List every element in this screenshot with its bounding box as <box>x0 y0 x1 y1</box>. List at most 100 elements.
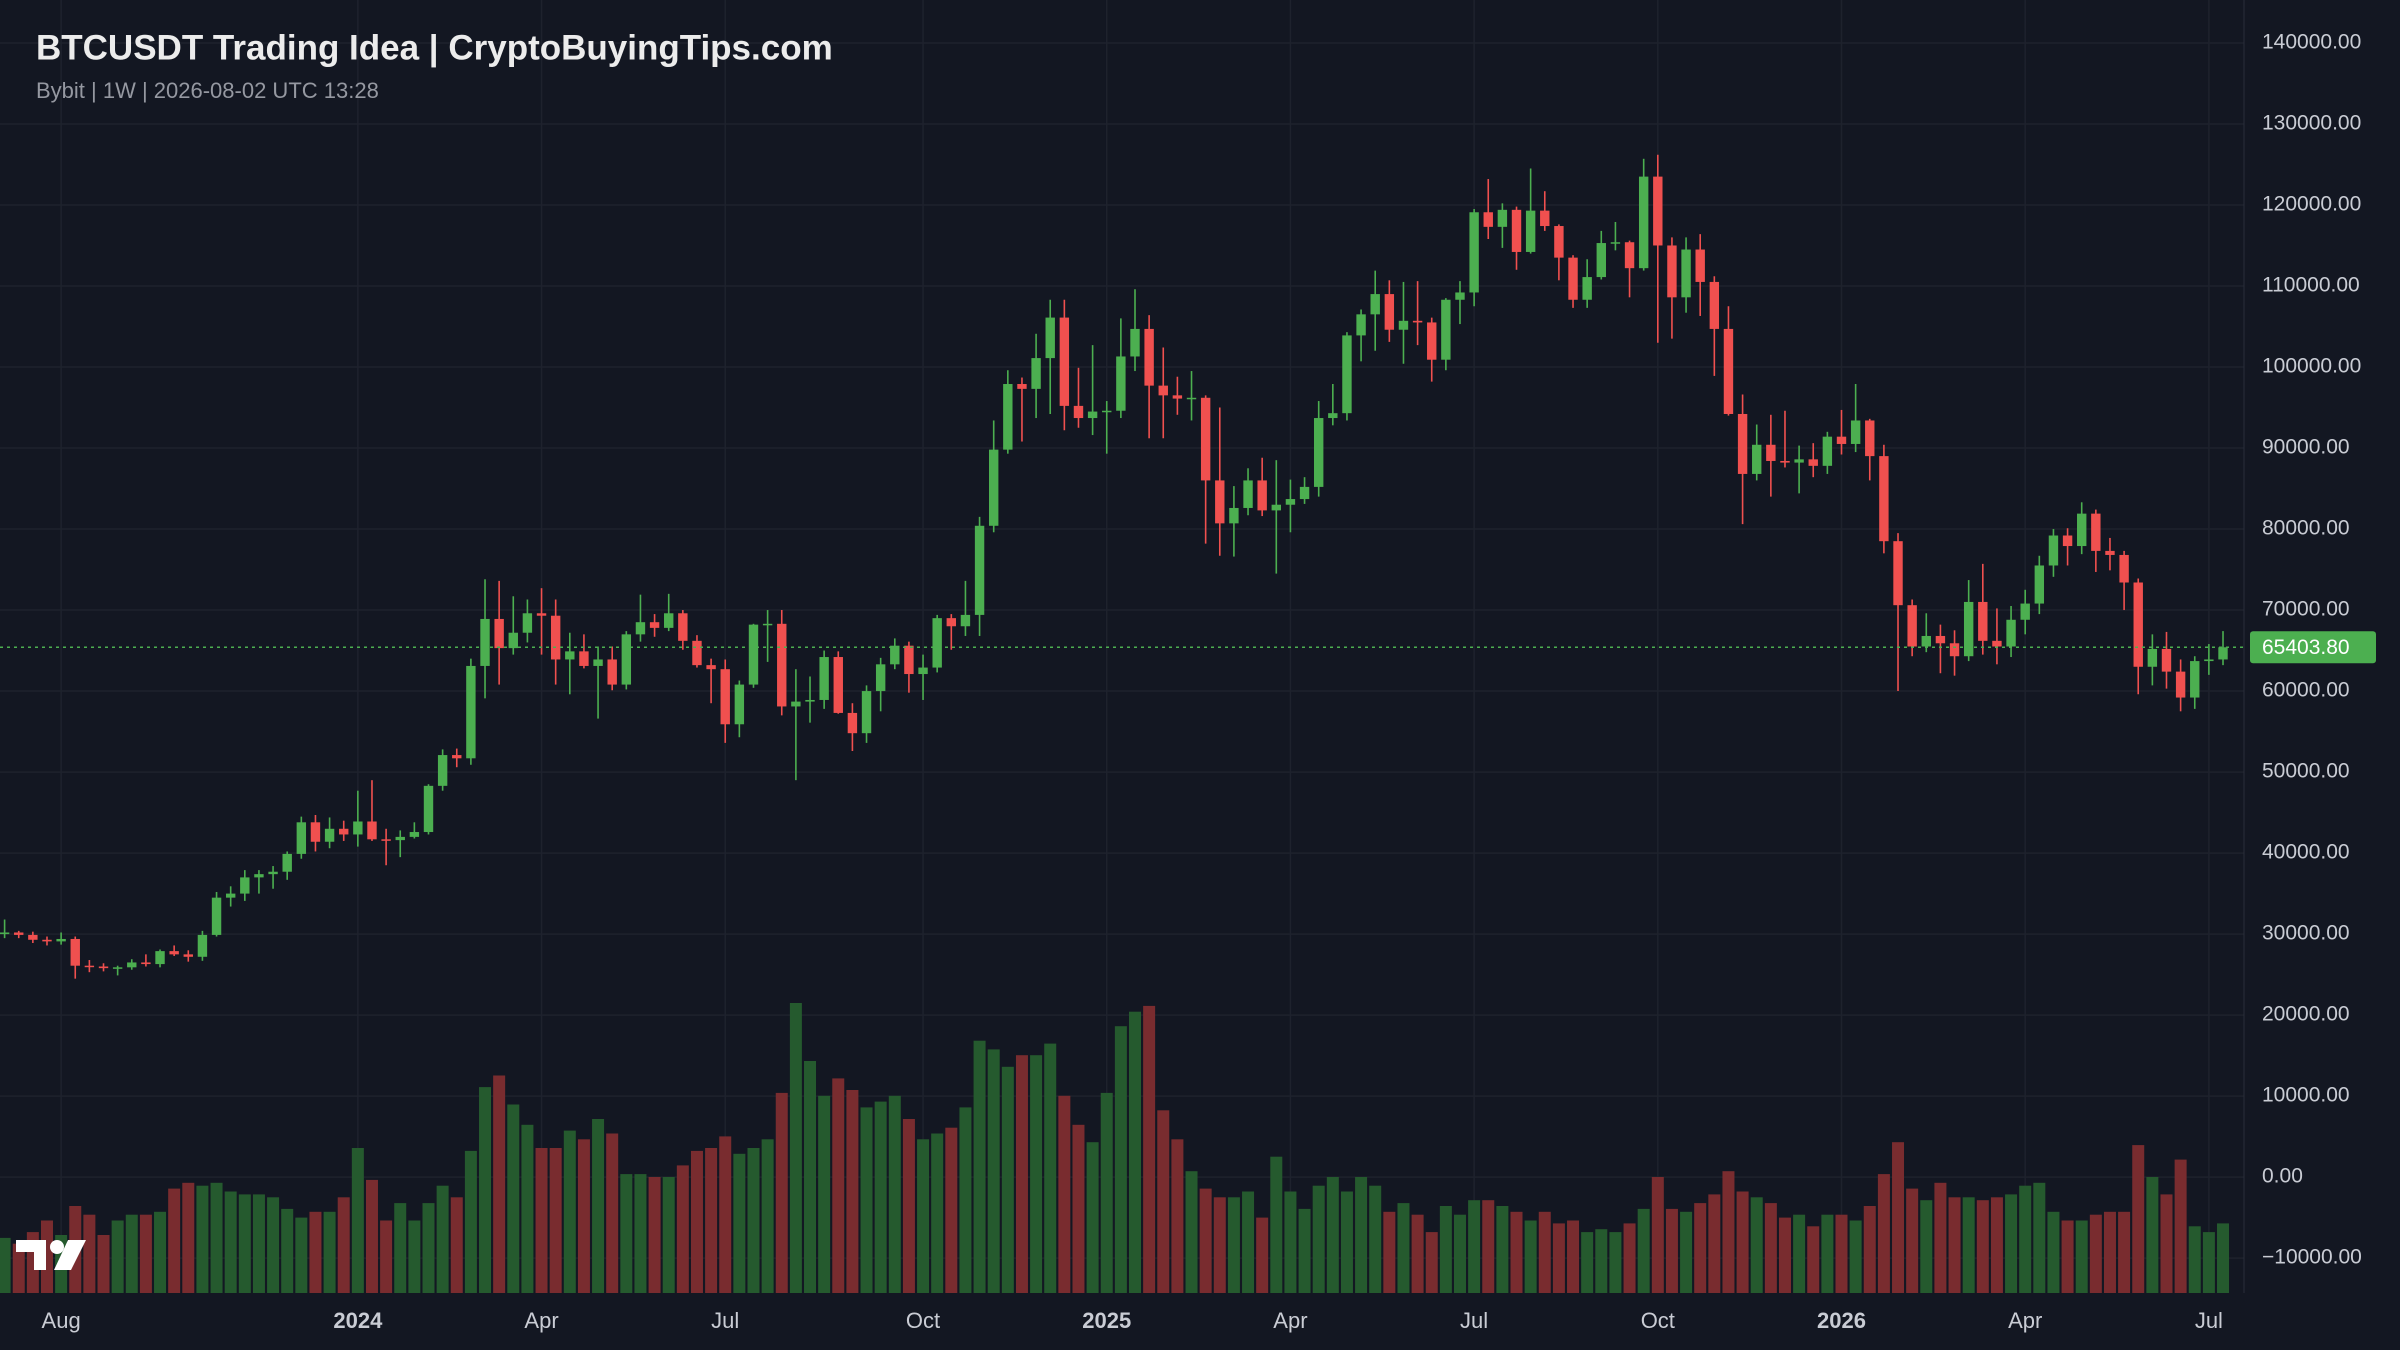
volume-bar <box>2061 1220 2074 1293</box>
candle-body <box>2105 550 2115 555</box>
candle-body <box>1229 507 1239 524</box>
candle-body <box>1271 504 1281 511</box>
volume-layer <box>0 1003 2230 1293</box>
volume-bar <box>1807 1226 1820 1293</box>
volume-bar <box>1524 1220 1537 1293</box>
candle-body <box>1822 436 1833 466</box>
volume-bar <box>902 1119 915 1293</box>
volume-bar <box>196 1185 209 1293</box>
volume-bar <box>761 1139 774 1293</box>
candle-body <box>1469 212 1479 293</box>
candle-body <box>918 667 928 675</box>
candle-body <box>381 839 391 841</box>
volume-bar <box>1114 1026 1127 1293</box>
volume-bar <box>224 1191 237 1293</box>
candle-body <box>1921 635 1931 647</box>
volume-bar <box>139 1214 152 1293</box>
candle-body <box>169 951 179 955</box>
candle-body <box>2204 659 2214 662</box>
candle-body <box>678 613 688 641</box>
volume-bar <box>874 1101 887 1293</box>
candle-body <box>1186 397 1197 400</box>
x-tick-label: Jul <box>1460 1308 1488 1333</box>
candle-body <box>2218 647 2228 660</box>
candle-body <box>2020 603 2030 620</box>
y-tick-label: 10000.00 <box>2262 1084 2350 1107</box>
volume-bar <box>309 1211 322 1293</box>
candle-body <box>1087 411 1098 419</box>
candle-body <box>2119 554 2129 583</box>
volume-bar <box>2005 1194 2018 1293</box>
candle-body <box>2077 513 2087 547</box>
candle-body <box>1398 320 1409 330</box>
candle-body <box>42 939 52 942</box>
volume-bar <box>860 1107 873 1293</box>
volume-bar <box>351 1148 364 1293</box>
volume-bar <box>690 1150 703 1293</box>
candle-body <box>1313 418 1324 487</box>
volume-bar <box>931 1133 944 1293</box>
volume-bar <box>1623 1223 1636 1293</box>
x-tick-label: Apr <box>524 1308 558 1333</box>
candle-body <box>324 828 335 842</box>
candle-body <box>522 613 533 633</box>
volume-bar <box>2160 1194 2173 1293</box>
candle-body <box>1935 635 1946 644</box>
volume-bar <box>832 1078 845 1293</box>
volume-bar <box>719 1136 732 1293</box>
candle-body <box>593 659 603 666</box>
candle-body <box>1992 640 2002 647</box>
volume-bar <box>1849 1220 1862 1293</box>
candle-body <box>1624 242 1635 269</box>
volume-bar <box>295 1217 308 1293</box>
candle-body <box>536 613 547 616</box>
y-tick-label: 140000.00 <box>2262 30 2361 53</box>
candle-body <box>1257 480 1267 511</box>
y-tick-label: 30000.00 <box>2262 922 2350 945</box>
volume-bar <box>12 1243 25 1293</box>
volume-bar <box>1397 1203 1410 1293</box>
volume-bar <box>1793 1214 1806 1293</box>
x-tick-label: 2025 <box>1082 1308 1131 1333</box>
candle-body <box>1427 322 1437 360</box>
volume-bar <box>1906 1188 1919 1293</box>
candle-body <box>480 618 490 666</box>
x-tick-label: Jul <box>711 1308 739 1333</box>
volume-bar <box>1425 1232 1438 1293</box>
volume-bar <box>1199 1188 1212 1293</box>
candle-body <box>254 874 264 878</box>
volume-bar <box>1581 1232 1594 1293</box>
volume-bar <box>2132 1145 2145 1293</box>
candle-body <box>1483 212 1493 227</box>
candle-body <box>1568 257 1578 300</box>
candle-body <box>649 622 660 628</box>
x-tick-label: Apr <box>2008 1308 2042 1333</box>
x-tick-label: Jul <box>2195 1308 2223 1333</box>
volume-bar <box>267 1197 280 1293</box>
volume-bar <box>1143 1005 1156 1293</box>
volume-bar <box>1750 1197 1763 1293</box>
candle-body <box>706 665 716 670</box>
candle-body <box>1766 444 1776 461</box>
candle-body <box>550 615 561 660</box>
y-tick-label: 130000.00 <box>2262 111 2361 134</box>
candle-body <box>805 699 815 702</box>
candle-body <box>1455 292 1465 300</box>
candle-body <box>2048 535 2059 566</box>
volume-bar <box>1835 1214 1848 1293</box>
volume-bar <box>1863 1206 1876 1293</box>
candle-body <box>452 755 462 759</box>
volume-bar <box>1892 1142 1905 1293</box>
volume-bar <box>804 1061 817 1293</box>
candle-body <box>1554 226 1564 258</box>
volume-bar <box>1948 1197 1961 1293</box>
candle-body <box>98 966 109 969</box>
volume-bar <box>125 1214 138 1293</box>
candle-body <box>1582 277 1592 300</box>
candle-body <box>268 871 278 875</box>
candle-body <box>310 822 321 842</box>
volume-bar <box>987 1049 1000 1293</box>
candle-body <box>1709 281 1720 329</box>
volume-bar <box>818 1095 831 1293</box>
